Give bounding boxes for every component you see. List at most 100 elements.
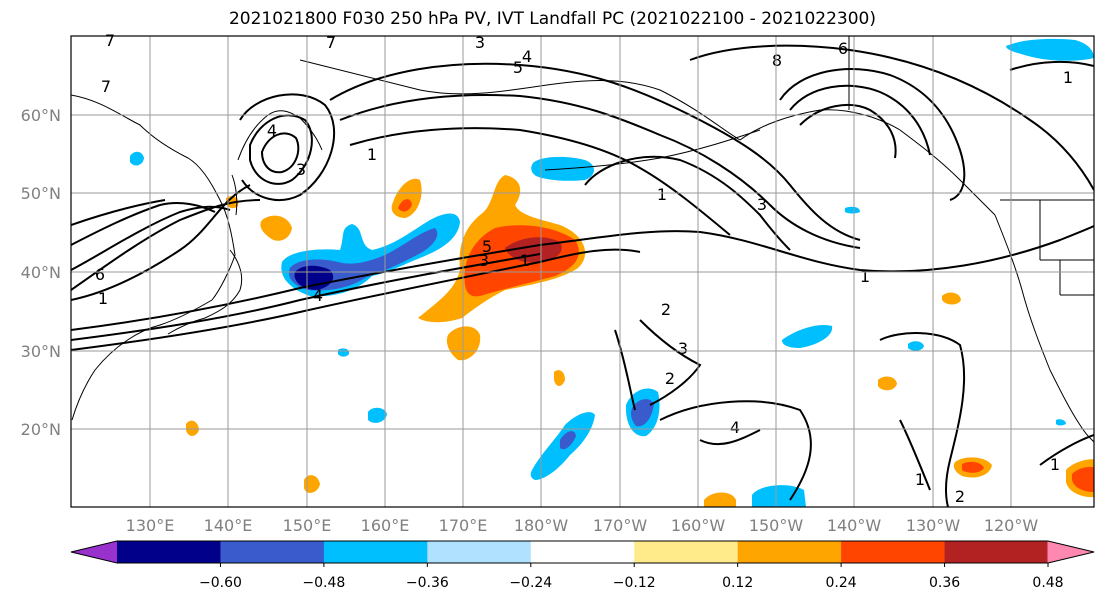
colorbar-tick-label: −0.24 xyxy=(509,575,552,591)
colorbar-segment xyxy=(634,541,739,563)
contour-label: 2 xyxy=(661,300,671,319)
colorbar-tick-label: 0.24 xyxy=(826,575,857,591)
negative-anomaly-core xyxy=(560,431,576,450)
contour-label: 3 xyxy=(757,195,767,214)
contour-label: 7 xyxy=(105,31,115,50)
graticule xyxy=(71,36,1094,507)
contour-line xyxy=(71,199,166,226)
alaska-coastline xyxy=(739,109,996,216)
contour-line xyxy=(349,127,731,236)
contour-label: 5 xyxy=(513,58,523,77)
positive-anomaly-small xyxy=(446,326,481,361)
contour-label: 4 xyxy=(313,286,323,305)
positive-anomaly-small xyxy=(704,492,736,507)
contour-line xyxy=(329,62,861,241)
contour-label: 8 xyxy=(772,51,782,70)
colorbar-tick-label: 0.12 xyxy=(722,575,753,591)
north-america-west-coast xyxy=(994,214,1094,443)
contour-label: 1 xyxy=(1063,68,1073,87)
contour-label: 1 xyxy=(520,251,530,270)
contour-line xyxy=(799,104,897,159)
contour-label: 3 xyxy=(678,339,688,358)
contour-line xyxy=(71,202,216,246)
longitude-label: 140°E xyxy=(204,516,253,535)
contour-line xyxy=(71,199,261,291)
colorbar-tick-label: −0.60 xyxy=(199,575,242,591)
contour-line xyxy=(260,132,300,174)
contour-label: 1 xyxy=(860,267,870,286)
positive-anomaly-small xyxy=(260,215,292,241)
contour-label: 4 xyxy=(267,121,277,140)
longitude-label: 170°W xyxy=(593,516,648,535)
longitude-label: 180°W xyxy=(514,516,569,535)
colorbar-segment xyxy=(737,541,842,563)
contour-line xyxy=(1039,434,1094,466)
positive-anomaly-small xyxy=(304,475,320,493)
kamchatka-coastline xyxy=(237,110,323,161)
colorbar-tick-label: 0.36 xyxy=(929,575,960,591)
contour-label: 1 xyxy=(367,145,377,164)
colorbar-segment xyxy=(530,541,635,563)
positive-anomaly-edge-core xyxy=(1072,466,1094,492)
colorbar-segment xyxy=(841,541,946,563)
pv-contours xyxy=(71,44,1094,507)
latitude-label: 50°N xyxy=(21,184,61,203)
contour-line xyxy=(639,319,702,406)
state-borders xyxy=(1039,200,1094,296)
colorbar-segment xyxy=(944,541,1049,563)
contour-label: 6 xyxy=(95,265,105,284)
colorbar-segment xyxy=(220,541,325,563)
longitude-axis: 130°E 140°E 150°E 160°E 170°E 180°W 170°W 160°W… xyxy=(126,516,1039,535)
contour-line xyxy=(689,44,1094,191)
negative-anomaly-small xyxy=(845,206,860,214)
contour-label: 2 xyxy=(665,369,675,388)
longitude-label: 160°E xyxy=(361,516,410,535)
longitude-label: 140°W xyxy=(827,516,882,535)
coastlines xyxy=(71,36,1094,443)
contour-line xyxy=(779,68,966,201)
negative-anomaly-region xyxy=(782,324,833,348)
colorbar-tick-label: −0.36 xyxy=(406,575,449,591)
latitude-label: 40°N xyxy=(21,263,61,282)
contour-label: 7 xyxy=(326,33,336,52)
longitude-label: 150°W xyxy=(749,516,804,535)
colorbar: −0.60 −0.48 −0.36 −0.24 −0.12 0.12 0.24 0.36 0.4… xyxy=(70,540,1095,591)
longitude-label: 120°W xyxy=(984,516,1039,535)
contour-line xyxy=(584,155,791,251)
contour-label: 4 xyxy=(522,47,532,66)
contour-label: 3 xyxy=(296,160,306,179)
colorbar-segment xyxy=(117,541,222,563)
contour-line xyxy=(1009,60,1094,71)
negative-anomaly-small xyxy=(130,151,144,166)
colorbar-tick-label: −0.48 xyxy=(302,575,345,591)
negative-anomaly-small xyxy=(368,407,387,423)
contour-line xyxy=(699,429,761,446)
negative-anomaly-small xyxy=(908,341,924,351)
negative-anomaly-core xyxy=(631,399,654,427)
contour-line xyxy=(879,332,966,507)
contour-label: 6 xyxy=(838,39,848,58)
colorbar-segment xyxy=(323,541,428,563)
longitude-label: 160°W xyxy=(671,516,726,535)
contour-label: 1 xyxy=(1050,455,1060,474)
latitude-label: 30°N xyxy=(21,342,61,361)
latitude-label: 20°N xyxy=(21,420,61,439)
longitude-label: 150°E xyxy=(283,516,332,535)
contour-label: 2 xyxy=(955,487,965,506)
longitude-label: 130°W xyxy=(906,516,961,535)
colorbar-outline xyxy=(70,540,1095,564)
colorbar-extend-high xyxy=(1047,541,1094,563)
map-border xyxy=(70,35,1095,508)
positive-anomaly-small xyxy=(878,376,897,391)
positive-anomaly-small-core xyxy=(962,461,984,473)
contour-label: 3 xyxy=(479,251,489,270)
longitude-label: 170°E xyxy=(439,516,488,535)
longitude-label: 130°E xyxy=(126,516,175,535)
north-asia-coastline xyxy=(299,59,741,141)
figure-title: 2021021800 F030 250 hPa PV, IVT Landfall… xyxy=(228,9,876,29)
contour-label: 1 xyxy=(915,470,925,489)
negative-anomaly-small xyxy=(1056,419,1066,426)
contour-label: 1 xyxy=(98,289,108,308)
